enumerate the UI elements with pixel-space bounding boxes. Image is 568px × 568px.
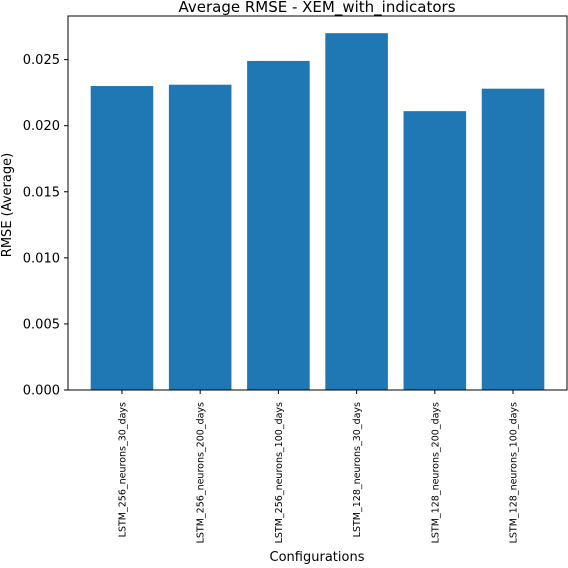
y-axis-ticks: 0.000 0.005 0.010 0.015 0.020 0.025 (23, 53, 68, 399)
x-tick-label: LSTM_128_neurons_200_days (430, 402, 441, 543)
bar-2 (168, 84, 232, 390)
plot-frame (67, 15, 568, 391)
x-tick-label: LSTM_128_neurons_100_days (509, 402, 520, 543)
y-tick-label: 0.020 (23, 119, 60, 134)
y-axis-label: RMSE (Average) (0, 153, 15, 257)
x-tick-label: LSTM_256_neurons_100_days (274, 402, 285, 543)
bar-4 (325, 33, 388, 391)
bars-group (90, 33, 545, 391)
bar-5 (403, 111, 467, 390)
x-axis-ticks: LSTM_256_neurons_30_days LSTM_256_neurons… (117, 390, 520, 543)
x-tick-label: LSTM_256_neurons_200_days (196, 402, 207, 543)
bar-6 (481, 88, 545, 390)
y-tick-label: 0.005 (23, 317, 60, 332)
x-tick-label: LSTM_128_neurons_30_days (352, 402, 363, 537)
x-tick-label: LSTM_256_neurons_30_days (117, 402, 128, 537)
bar-3 (247, 60, 310, 390)
chart-title: Average RMSE - XEM_with_indicators (178, 0, 455, 17)
bar-1 (90, 86, 154, 390)
y-tick-label: 0.010 (23, 251, 60, 266)
y-tick-label: 0.015 (23, 185, 60, 200)
x-axis-label: Configurations (270, 550, 365, 564)
y-tick-label: 0.025 (23, 53, 60, 68)
y-tick-label: 0.000 (23, 384, 60, 399)
